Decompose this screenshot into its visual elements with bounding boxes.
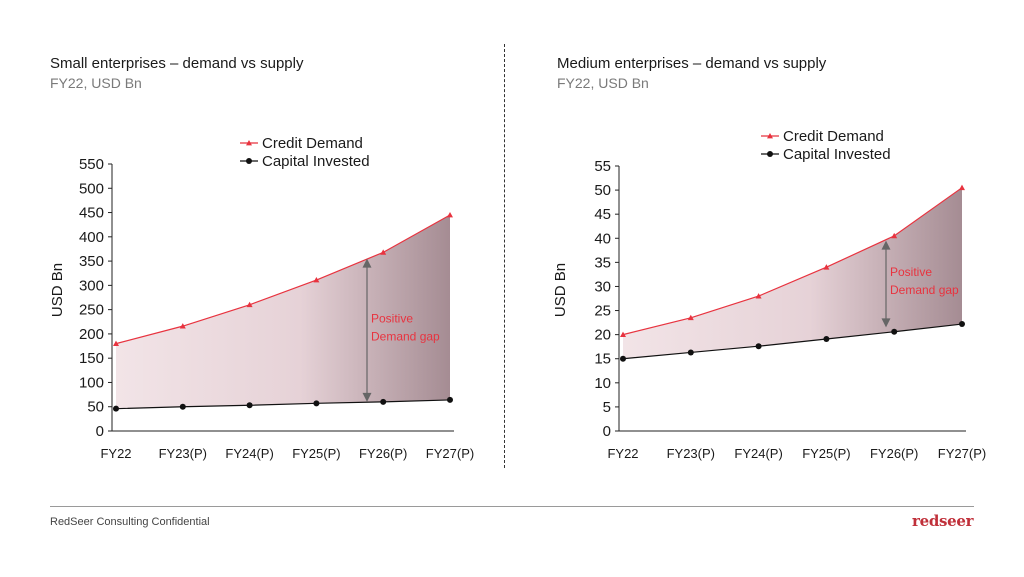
- x-tick-label: FY26(P): [359, 446, 407, 461]
- gap-arrow-head-down: [881, 318, 891, 328]
- legend-supply-marker: [246, 158, 252, 164]
- y-tick-label: 300: [79, 277, 104, 294]
- credit-demand-point: [246, 301, 253, 308]
- y-axis-label: USD Bn: [552, 263, 569, 317]
- legend-supply-marker: [767, 151, 773, 157]
- y-tick-label: 25: [594, 303, 611, 320]
- y-tick-label: 35: [594, 254, 611, 271]
- x-tick-label: FY26(P): [870, 446, 918, 461]
- capital-invested-point: [823, 335, 830, 342]
- credit-demand-point: [620, 331, 626, 338]
- legend-demand-marker: [246, 140, 252, 146]
- y-tick-label: 10: [594, 375, 611, 392]
- chart-panel-medium: Medium enterprises – demand vs supply FY…: [505, 0, 986, 480]
- panel-divider: [504, 44, 505, 468]
- y-tick-label: 150: [79, 350, 104, 367]
- demand-gap-area: [623, 187, 962, 359]
- capital-invested-point: [755, 343, 762, 350]
- x-tick-label: FY27(P): [938, 446, 986, 461]
- credit-demand-point: [313, 277, 320, 283]
- chart-title: Small enterprises – demand vs supply: [50, 55, 304, 72]
- y-tick-label: 450: [79, 205, 104, 222]
- y-tick-label: 30: [594, 278, 611, 295]
- x-tick-label: FY24(P): [225, 446, 273, 461]
- gap-annotation-label: Demand gap: [890, 283, 959, 297]
- capital-invested-point: [246, 402, 253, 409]
- footer-confidential: RedSeer Consulting Confidential: [50, 516, 210, 528]
- credit-demand-point: [113, 340, 119, 347]
- chart-panel-small: Small enterprises – demand vs supply FY2…: [0, 0, 474, 480]
- capital-invested-point: [380, 398, 387, 405]
- credit-demand-point: [447, 211, 453, 218]
- gap-arrow-head-up: [881, 240, 891, 250]
- medium-enterprises-chart: 0 5 10 15 20 25 30 35 40 45 50 55 USD Bn FY22 FY23(P) F…: [552, 128, 986, 461]
- capital-invested-line: [622, 323, 963, 360]
- x-tick-label: FY25(P): [802, 446, 850, 461]
- gap-annotation-label: Demand gap: [371, 329, 440, 343]
- x-tick-label: FY24(P): [734, 446, 782, 461]
- credit-demand-point: [891, 232, 898, 239]
- chart-subtitle: FY22, USD Bn: [50, 75, 142, 91]
- credit-demand-line: [115, 214, 451, 345]
- y-tick-label: 50: [87, 399, 104, 416]
- capital-invested-point: [113, 405, 119, 412]
- y-tick-label: 5: [603, 399, 611, 416]
- y-tick-label: 500: [79, 180, 104, 197]
- x-tick-label: FY23(P): [159, 446, 207, 461]
- legend-credit-demand: Credit Demand: [262, 135, 363, 152]
- legend-capital-invested: Capital Invested: [262, 153, 370, 170]
- small-enterprises-chart: 0 50 100 150 200 250 300 350 400 450 500 550 USD Bn F…: [49, 135, 474, 461]
- gap-arrow-head-up: [362, 258, 372, 268]
- y-tick-label: 45: [594, 206, 611, 223]
- y-tick-label: 350: [79, 253, 104, 270]
- y-axis-label: USD Bn: [49, 263, 66, 317]
- capital-invested-point: [179, 403, 186, 410]
- x-tick-label: FY25(P): [292, 446, 340, 461]
- x-tick-label: FY27(P): [426, 446, 474, 461]
- y-tick-label: 15: [594, 351, 611, 368]
- capital-invested-point: [687, 349, 694, 356]
- gap-annotation-label: Positive: [890, 265, 932, 279]
- capital-invested-point: [891, 328, 898, 335]
- chart-subtitle: FY22, USD Bn: [557, 75, 649, 91]
- y-tick-label: 550: [79, 156, 104, 173]
- credit-demand-point: [380, 249, 387, 255]
- credit-demand-line: [622, 187, 963, 336]
- y-tick-label: 20: [594, 327, 611, 344]
- x-tick-label: FY22: [607, 446, 638, 461]
- y-tick-label: 0: [96, 423, 104, 440]
- y-tick-label: 0: [603, 423, 611, 440]
- credit-demand-point: [179, 323, 186, 329]
- x-tick-label: FY23(P): [667, 446, 715, 461]
- y-tick-label: 50: [594, 182, 611, 199]
- y-tick-label: 250: [79, 302, 104, 319]
- gap-annotation-label: Positive: [371, 311, 413, 325]
- redseer-logo: redseer: [912, 512, 974, 530]
- y-tick-label: 55: [594, 158, 611, 175]
- credit-demand-point: [687, 314, 694, 321]
- capital-invested-point: [959, 321, 965, 328]
- y-tick-label: 200: [79, 326, 104, 343]
- capital-invested-point: [620, 355, 626, 362]
- credit-demand-point: [823, 264, 830, 270]
- capital-invested-point: [313, 400, 320, 407]
- credit-demand-point: [959, 184, 965, 191]
- footer-divider: [50, 506, 974, 507]
- capital-invested-point: [447, 396, 453, 403]
- chart-title: Medium enterprises – demand vs supply: [557, 55, 827, 72]
- x-tick-label: FY22: [100, 446, 131, 461]
- credit-demand-point: [755, 293, 762, 299]
- legend-demand-marker: [767, 133, 773, 139]
- y-tick-label: 40: [594, 230, 611, 247]
- legend-credit-demand: Credit Demand: [783, 128, 884, 145]
- capital-invested-line: [115, 399, 451, 410]
- gap-arrow-head-down: [362, 392, 372, 402]
- legend-capital-invested: Capital Invested: [783, 146, 891, 163]
- y-tick-label: 100: [79, 374, 104, 391]
- y-tick-label: 400: [79, 229, 104, 246]
